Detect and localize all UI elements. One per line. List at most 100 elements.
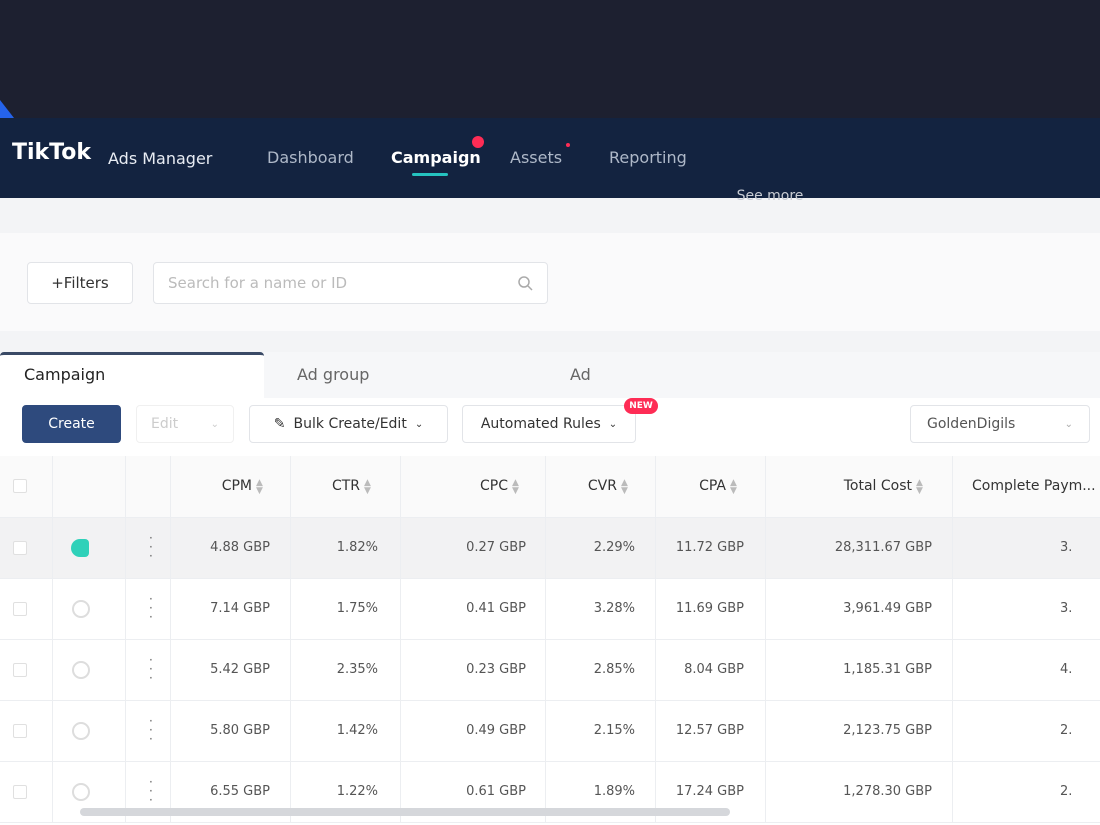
table-cell: 5.42 GBP (210, 661, 270, 677)
column-header: CPA (699, 478, 726, 494)
header-checkbox (13, 479, 27, 493)
table-cell: 4. (1060, 661, 1073, 677)
account-select[interactable]: GoldenDigils ⌄ (910, 405, 1090, 443)
table-cell: 3,961.49 GBP (843, 600, 932, 616)
sort-icon: ▲ ▼ (364, 478, 371, 496)
search-box[interactable]: Search for a name or ID (153, 262, 548, 304)
scrollbar (80, 808, 730, 816)
nav-item[interactable]: Assets (510, 148, 563, 167)
create-button[interactable]: Create (22, 405, 121, 443)
table-cell: 5.80 GBP (210, 722, 270, 738)
column-header: Total Cost (843, 478, 912, 494)
bulk-label: Bulk Create/Edit (293, 416, 407, 432)
status-toggle[interactable] (72, 599, 90, 618)
column-header: CVR (587, 478, 617, 494)
rules-label: Automated Rules (480, 416, 601, 432)
nav-underline (412, 173, 448, 176)
row-menu: · · · (149, 774, 153, 807)
nav-item[interactable]: Campaign (391, 148, 481, 167)
table-cell: 1.82% (336, 539, 378, 555)
table-cell: 0.41 GBP (466, 600, 526, 616)
search-placeholder: Search for a name or ID (168, 274, 348, 292)
table-cell: 1,185.31 GBP (843, 661, 932, 677)
table-cell: 6.55 GBP (210, 783, 270, 799)
status-toggle[interactable] (72, 782, 90, 801)
sort-icon: ▲ ▼ (621, 478, 628, 496)
edit-button[interactable]: Edit ⌄ (136, 405, 234, 443)
table-cell: 3.28% (593, 600, 635, 616)
row-checkbox[interactable] (13, 723, 27, 738)
status-toggle[interactable] (72, 721, 90, 740)
see-more[interactable]: See more (736, 188, 804, 204)
product: Ads Manager (108, 149, 213, 168)
table-header-bg (0, 456, 1100, 517)
table-cell: 28,311.67 GBP (834, 539, 932, 555)
row-divider (0, 700, 1100, 701)
rules-button[interactable]: Automated Rules ⌄ (462, 405, 636, 443)
table-cell: 1.75% (336, 600, 378, 616)
account-label: GoldenDigils (927, 416, 1016, 432)
row-menu: · · · (149, 530, 153, 563)
row-divider (0, 822, 1100, 823)
column-header: CTR (331, 478, 360, 494)
table-cell: 1.22% (336, 783, 378, 799)
table-cell: 0.27 GBP (466, 539, 526, 555)
corner-accent (0, 100, 14, 118)
table-cell: 0.23 GBP (466, 661, 526, 677)
nav-item[interactable]: Reporting (609, 148, 687, 167)
row-highlight (0, 517, 1100, 578)
row-divider (0, 578, 1100, 579)
tab[interactable]: Campaign (24, 365, 106, 384)
table-cell: 1,278.30 GBP (843, 783, 932, 799)
table-cell: 2.15% (593, 722, 635, 738)
row-checkbox[interactable] (13, 601, 27, 616)
row-divider (0, 761, 1100, 762)
row-menu: · · · (149, 591, 153, 624)
nav-dot (472, 136, 484, 148)
row-checkbox[interactable] (13, 540, 27, 555)
table-cell: 2. (1060, 722, 1073, 738)
status-toggle[interactable] (71, 538, 89, 557)
table-cell: 7.14 GBP (210, 600, 270, 616)
sort-icon: ▲ ▼ (512, 478, 519, 496)
table-cell: 1.42% (336, 722, 378, 738)
table-cell: 17.24 GBP (675, 783, 744, 799)
status-toggle[interactable] (72, 660, 90, 679)
row-divider (0, 639, 1100, 640)
top-band (0, 0, 1100, 118)
nav-bar (0, 118, 1100, 198)
row-divider (0, 517, 1100, 518)
sort-icon: ▲ ▼ (256, 478, 263, 496)
table-cell: 11.69 GBP (675, 600, 744, 616)
table-cell: 12.57 GBP (675, 722, 744, 738)
bulk-button[interactable]: ✎ Bulk Create/Edit ⌄ (249, 405, 448, 443)
edit-label: Edit (151, 416, 179, 432)
table-cell: 11.72 GBP (675, 539, 744, 555)
nav-item[interactable]: Dashboard (267, 148, 354, 167)
column-header: CPM (221, 478, 252, 494)
nav-dot (566, 143, 570, 147)
new-badge: NEW (624, 398, 658, 414)
tab[interactable]: Ad (570, 365, 591, 384)
table-cell: 3. (1060, 600, 1073, 616)
table-cell: 0.61 GBP (466, 783, 526, 799)
sort-icon: ▲ ▼ (730, 478, 737, 496)
table-cell: 2.35% (336, 661, 378, 677)
table-cell: 1.89% (593, 783, 635, 799)
filters-button[interactable]: +Filters (27, 262, 133, 304)
row-checkbox[interactable] (13, 662, 27, 677)
table-cell: 2. (1060, 783, 1073, 799)
table-cell: 4.88 GBP (210, 539, 270, 555)
row-checkbox[interactable] (13, 784, 27, 799)
tab[interactable]: Ad group (297, 365, 370, 384)
table-cell: 3. (1060, 539, 1073, 555)
row-menu: · · · (149, 713, 153, 746)
column-header: Complete Paym... (972, 478, 1096, 494)
tab-active-bg (0, 352, 264, 398)
sort-icon: ▲ ▼ (916, 478, 923, 496)
table-cell: 8.04 GBP (684, 661, 744, 677)
tab-bg (264, 352, 1100, 398)
row-menu: · · · (149, 652, 153, 685)
table-cell: 2.85% (593, 661, 635, 677)
